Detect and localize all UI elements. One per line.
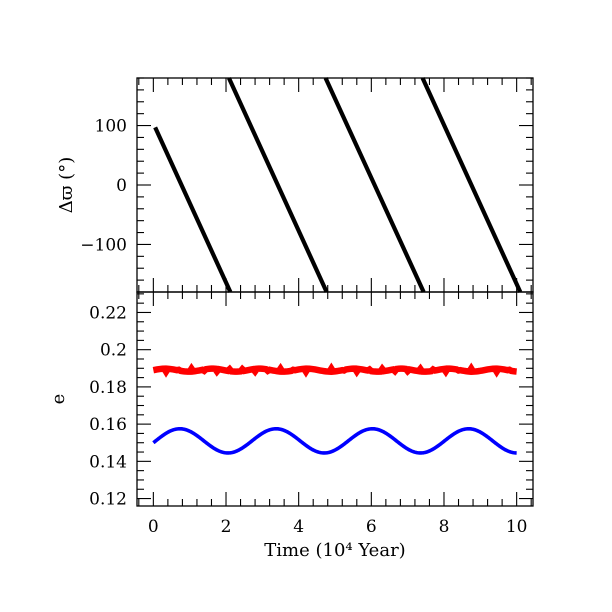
y-tick-label: 0.2 <box>100 341 127 361</box>
y-tick-label: 0.18 <box>89 378 127 398</box>
y-tick-label: 0 <box>116 176 127 196</box>
angle-segment-1 <box>153 126 233 293</box>
x-tick-label: 2 <box>221 517 232 537</box>
x-tick-label: 0 <box>148 517 159 537</box>
y-tick-label: 0.12 <box>89 490 127 510</box>
x-tick-label: 10 <box>506 517 528 537</box>
top-ticks <box>137 77 533 293</box>
x-tick-label: 4 <box>293 517 304 537</box>
top-y-axis-title: Δϖ (°) <box>56 157 77 213</box>
x-tick-label: 6 <box>366 517 377 537</box>
angle-segment-2 <box>227 77 329 293</box>
angle-segment-3 <box>323 77 426 293</box>
bottom-ticks <box>137 292 533 506</box>
bottom-axes-frame <box>136 291 534 507</box>
x-tick-label: 8 <box>439 517 450 537</box>
top-y-tick-labels: −100 0 100 <box>80 117 127 256</box>
y-tick-label: 0.14 <box>89 452 127 472</box>
angle-segment-4 <box>420 77 523 293</box>
bottom-x-tick-labels: 0 2 4 6 8 10 <box>148 517 528 537</box>
eccentricity-series-red <box>152 362 517 378</box>
bottom-plot-area <box>152 362 517 455</box>
y-tick-label: 0.16 <box>89 415 127 435</box>
bottom-y-axis-title: e <box>48 394 69 405</box>
y-tick-label: 100 <box>95 117 127 137</box>
top-panel: −100 0 100 Δϖ (°) <box>56 77 534 293</box>
eccentricity-series-blue <box>152 426 517 455</box>
y-tick-label: −100 <box>80 235 127 255</box>
x-axis-title: Time (10⁴ Year) <box>264 540 405 561</box>
bottom-y-tick-labels: 0.12 0.14 0.16 0.18 0.2 0.22 <box>89 303 127 509</box>
y-tick-label: 0.22 <box>89 303 127 323</box>
bottom-panel: 0.12 0.14 0.16 0.18 0.2 0.22 0 2 4 6 8 10 e Time (… <box>48 291 534 561</box>
top-plot-area <box>153 77 523 293</box>
